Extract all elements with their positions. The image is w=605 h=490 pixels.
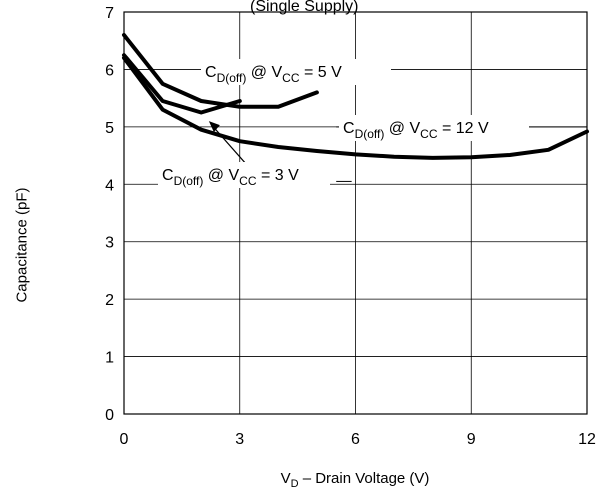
- annotation-subscript: CC: [282, 71, 300, 85]
- x-axis-label: VD – Drain Voltage (V): [281, 470, 430, 490]
- series-line-1: [122, 33, 319, 109]
- x-tick-label: 12: [578, 431, 596, 448]
- annotation-label: CD(off) @ VCC = 5 V: [205, 64, 342, 85]
- x-tick-label: 0: [120, 431, 129, 448]
- y-tick-label: 3: [105, 235, 114, 252]
- x-axis-label-sub: D: [290, 478, 299, 490]
- annotation-subscript: CC: [420, 127, 438, 141]
- annotation-text: C: [162, 167, 174, 184]
- annotation-label: CD(off) @ VCC = 12 V: [343, 120, 489, 141]
- annotation-text: C: [205, 64, 217, 81]
- y-axis-label: Capacitance (pF): [13, 187, 31, 303]
- y-tick-label: 2: [105, 292, 114, 309]
- annotation-bg: [158, 162, 330, 188]
- y-tick-label: 5: [105, 120, 114, 137]
- y-tick-label: 1: [105, 350, 114, 367]
- annotation-subscript: D(off): [174, 174, 204, 188]
- x-axis-label-main: V: [280, 470, 291, 487]
- annotation-text: = 5 V: [300, 64, 343, 81]
- series-line-3: [122, 55, 589, 160]
- plot-frame: [123, 11, 588, 415]
- annotation-text: = 12 V: [438, 120, 489, 137]
- annotation-subscript: D(off): [355, 127, 385, 141]
- annotation-text: @ V: [203, 167, 239, 184]
- annotation-text: C: [343, 120, 355, 137]
- x-tick-label: 6: [351, 431, 360, 448]
- annotation-text: @ V: [246, 64, 282, 81]
- annotation-text: = 3 V: [257, 167, 300, 184]
- y-tick-label: 6: [105, 62, 114, 79]
- annotation-subscript: D(off): [217, 71, 247, 85]
- x-tick-label: 9: [467, 431, 476, 448]
- annotation-arrow-head: [208, 121, 220, 133]
- series-line-2: [122, 53, 242, 115]
- annotation-label: CD(off) @ VCC = 3 V: [162, 167, 299, 188]
- chart-title: (Single Supply): [250, 0, 359, 15]
- y-tick-label: 7: [105, 5, 114, 22]
- y-tick-label: 0: [105, 407, 114, 424]
- y-tick-label: 4: [105, 177, 114, 194]
- annotation-bg: [201, 59, 391, 85]
- annotation-text: @ V: [384, 120, 420, 137]
- annotation-subscript: CC: [239, 174, 257, 188]
- annotation-bg: [339, 115, 529, 141]
- x-axis-label-rest: – Drain Voltage (V): [298, 470, 430, 487]
- x-tick-label: 3: [235, 431, 244, 448]
